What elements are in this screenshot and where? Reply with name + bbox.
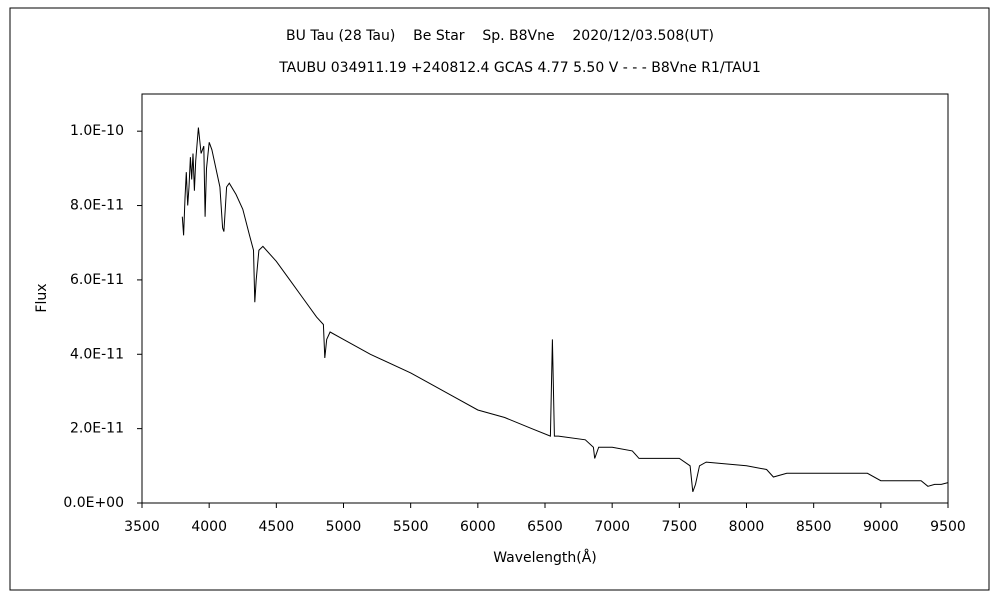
x-tick-label: 9000 <box>863 519 899 535</box>
x-tick-label: 5000 <box>326 519 362 535</box>
x-tick-label: 4500 <box>259 519 295 535</box>
x-tick-label: 3500 <box>124 519 160 535</box>
y-axis-label: Flux <box>34 283 50 312</box>
chart-title: BU Tau (28 Tau) Be Star Sp. B8Vne 2020/1… <box>286 28 714 44</box>
x-tick-label: 5500 <box>393 519 429 535</box>
spectrum-line <box>181 127 949 492</box>
x-tick-label: 8000 <box>729 519 765 535</box>
y-tick-label: 1.0E-10 <box>70 123 124 139</box>
plot-area <box>141 93 949 504</box>
y-tick-label: 4.0E-11 <box>70 346 124 362</box>
x-tick-label: 6000 <box>460 519 496 535</box>
x-tick-label: 8500 <box>796 519 832 535</box>
x-tick-label: 7000 <box>594 519 630 535</box>
x-tick-label: 9500 <box>930 519 966 535</box>
x-tick-label: 4000 <box>191 519 227 535</box>
chart-subtitle: TAUBU 034911.19 +240812.4 GCAS 4.77 5.50… <box>278 60 761 76</box>
x-axis-label: Wavelength(Å) <box>493 549 597 566</box>
x-tick-label: 6500 <box>527 519 563 535</box>
chart-border <box>9 7 990 591</box>
y-tick-label: 6.0E-11 <box>70 272 124 288</box>
y-tick-label: 8.0E-11 <box>70 198 124 214</box>
x-tick-label: 7500 <box>662 519 698 535</box>
y-tick-label: 2.0E-11 <box>70 421 124 437</box>
y-tick-label: 0.0E+00 <box>63 495 124 511</box>
